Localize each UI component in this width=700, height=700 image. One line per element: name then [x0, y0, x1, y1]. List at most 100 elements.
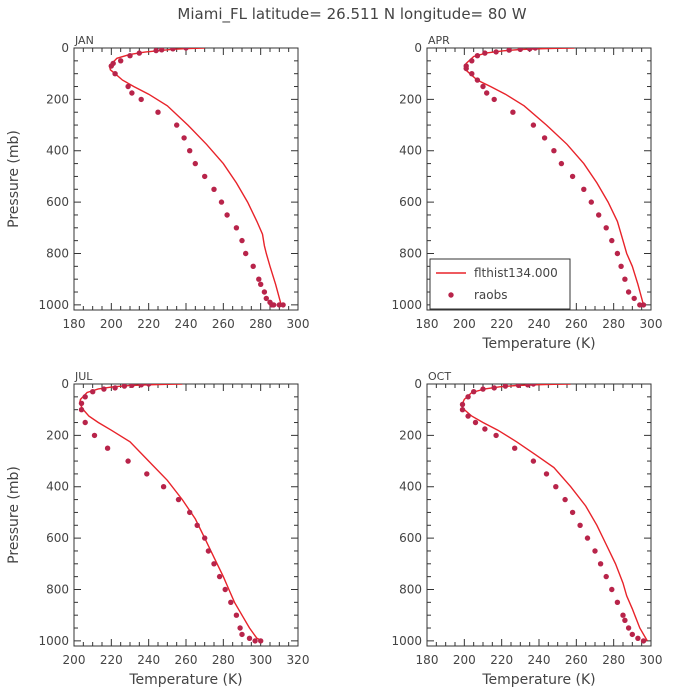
x-tick-label: 280 [212, 653, 235, 667]
data-point [502, 384, 509, 389]
data-point [237, 625, 243, 631]
data-point [183, 48, 189, 51]
data-point [181, 135, 187, 141]
data-point [569, 509, 576, 516]
y-tick-label: 400 [399, 480, 422, 494]
data-point [551, 148, 557, 154]
x-tick-label: 260 [565, 653, 588, 667]
x-tick-label: 260 [565, 317, 588, 331]
y-tick-label: 800 [399, 582, 422, 596]
data-point [493, 49, 499, 55]
data-point [562, 496, 568, 503]
data-point [592, 548, 598, 554]
data-point [233, 612, 240, 618]
data-point [202, 535, 208, 541]
y-tick-label: 1000 [391, 634, 422, 648]
data-point [263, 295, 269, 302]
data-point [558, 160, 565, 167]
series-line [463, 48, 645, 306]
y-tick-label: 0 [61, 377, 69, 391]
data-point [276, 302, 282, 308]
data-point [625, 625, 632, 631]
chart-panels: 180 200 220 240 260 280 300 0 200 400 600 800 1000 JA… [6, 34, 662, 688]
plot-area [108, 48, 286, 308]
data-point [480, 386, 486, 392]
data-point [469, 58, 475, 64]
x-tick-label: 260 [212, 317, 235, 331]
data-point [138, 384, 144, 388]
legend: flthist134.000 raobs [429, 258, 571, 310]
data-point [125, 458, 131, 464]
data-point [530, 122, 537, 128]
x-tick-label: 240 [175, 317, 198, 331]
data-point [577, 522, 583, 528]
data-point [129, 90, 135, 96]
y-tick-label: 200 [46, 92, 69, 106]
data-point [541, 135, 548, 141]
data-point [224, 212, 230, 218]
data-point [465, 413, 471, 419]
data-point [584, 535, 591, 541]
x-tick-label: 200 [63, 653, 86, 667]
data-point [530, 458, 537, 464]
chart-panel-oct: 180 200 220 240 260 280 300 0 200 400 600 800 1000 OC… [391, 370, 662, 688]
y-tick-label: 400 [46, 144, 69, 158]
data-point [246, 635, 253, 641]
data-point [618, 263, 624, 269]
data-point [482, 426, 488, 432]
data-point [205, 548, 212, 554]
data-point [174, 122, 180, 128]
x-axis-label: Temperature (K) [481, 336, 595, 352]
y-tick-label: 1000 [38, 634, 69, 648]
y-tick-label: 200 [399, 428, 422, 442]
legend-label: raobs [474, 288, 508, 302]
data-point [614, 250, 621, 257]
x-tick-label: 240 [528, 317, 551, 331]
y-tick-label: 1000 [38, 298, 69, 312]
data-point [527, 48, 533, 52]
x-tick-label: 300 [640, 317, 663, 331]
y-tick-label: 200 [46, 428, 69, 442]
data-point [239, 237, 245, 244]
x-tick-label: 300 [640, 653, 663, 667]
legend-box [429, 258, 571, 310]
data-point [597, 561, 604, 567]
data-point [101, 386, 107, 392]
data-point [459, 407, 466, 413]
x-axis-label: Temperature (K) [128, 672, 242, 688]
data-point [596, 212, 602, 218]
panel-label: APR [428, 34, 450, 47]
x-tick-label: 280 [602, 653, 625, 667]
y-tick-label: 600 [46, 531, 69, 545]
data-point [155, 109, 161, 115]
plot-area [459, 384, 648, 644]
data-point [211, 561, 217, 567]
data-point [480, 83, 486, 90]
data-point [261, 289, 268, 295]
data-point [484, 90, 490, 96]
x-tick-label: 240 [137, 653, 160, 667]
data-point [629, 631, 635, 638]
data-point [472, 419, 479, 426]
y-tick-label: 0 [61, 41, 69, 55]
data-point [112, 71, 118, 77]
data-point [118, 58, 124, 64]
data-point [216, 573, 223, 580]
data-point [491, 96, 497, 103]
data-point [609, 237, 615, 244]
y-tick-label: 400 [399, 144, 422, 158]
x-tick-label: 320 [287, 653, 310, 667]
plot-area [463, 48, 647, 308]
data-point [91, 432, 98, 439]
data-point [581, 186, 587, 192]
series-line [78, 384, 263, 642]
data-point [622, 617, 628, 623]
plot-frame [73, 47, 299, 311]
data-point [82, 394, 88, 400]
data-point [588, 199, 594, 205]
y-tick-label: 0 [414, 377, 422, 391]
data-point [640, 302, 647, 308]
data-point [471, 389, 477, 395]
data-point [637, 302, 643, 308]
